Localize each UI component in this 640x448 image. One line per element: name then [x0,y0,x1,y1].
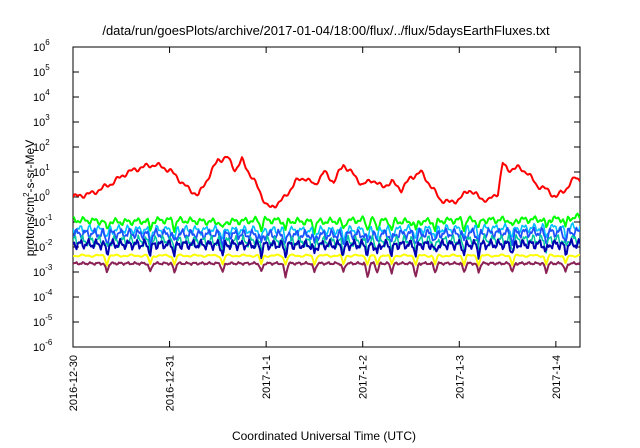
y-tick-label: 10-3 [33,263,53,279]
x-axis-label: Coordinated Universal Time (UTC) [232,429,416,443]
y-tick-label: 10-6 [33,338,53,354]
x-tick-label: 2017-1-2 [358,355,370,399]
y-axis-label-sup: 2 [22,192,31,197]
plot-area [72,46,581,348]
y-tick-label: 104 [33,88,50,104]
y-tick-label: 10-4 [33,288,53,304]
chart-title: /data/run/goesPlots/archive/2017-01-04/1… [102,23,550,38]
y-axis: 10-6 10-5 10-4 10-3 10-2 10-1 100 101 102 103 104 1… [33,38,580,354]
y-tick-label: 10-5 [33,313,53,329]
x-tick-label: 2017-1-3 [454,355,466,399]
x-tick-label: 2016-12-30 [68,355,80,411]
y-tick-label: 10-1 [33,213,53,229]
series-layer [73,155,580,279]
series-line-5 [73,237,580,260]
y-axis-label-main: protons/cm [23,197,37,256]
y-tick-label: 103 [33,113,50,129]
y-axis-label: protons/cm2-s-sr-MeV [22,140,37,256]
y-tick-label: 101 [33,163,50,179]
x-tick-label: 2016-12-31 [165,355,177,411]
series-line-2 [73,222,580,243]
y-tick-label: 105 [33,63,50,79]
axis-labels: Coordinated Universal Time (UTC) protons… [22,140,416,443]
series-line-0 [73,155,580,209]
series-line-7 [73,260,580,279]
y-tick-label: 10-2 [33,238,53,254]
series-line-6 [73,253,580,267]
y-tick-label: 106 [33,38,50,54]
x-tick-label: 2017-1-1 [261,355,273,399]
series-line-3 [73,226,580,249]
series-line-1 [73,212,580,235]
x-axis: 2016-12-30 2016-12-31 2017-1-1 2017-1-2 2017… [68,47,563,411]
plot-frame [72,46,581,348]
y-axis-label-rest: -s-sr-MeV [23,140,37,193]
y-tick-label: 102 [33,138,50,154]
y-tick-label: 100 [33,188,50,204]
x-tick-label: 2017-1-4 [551,355,563,399]
